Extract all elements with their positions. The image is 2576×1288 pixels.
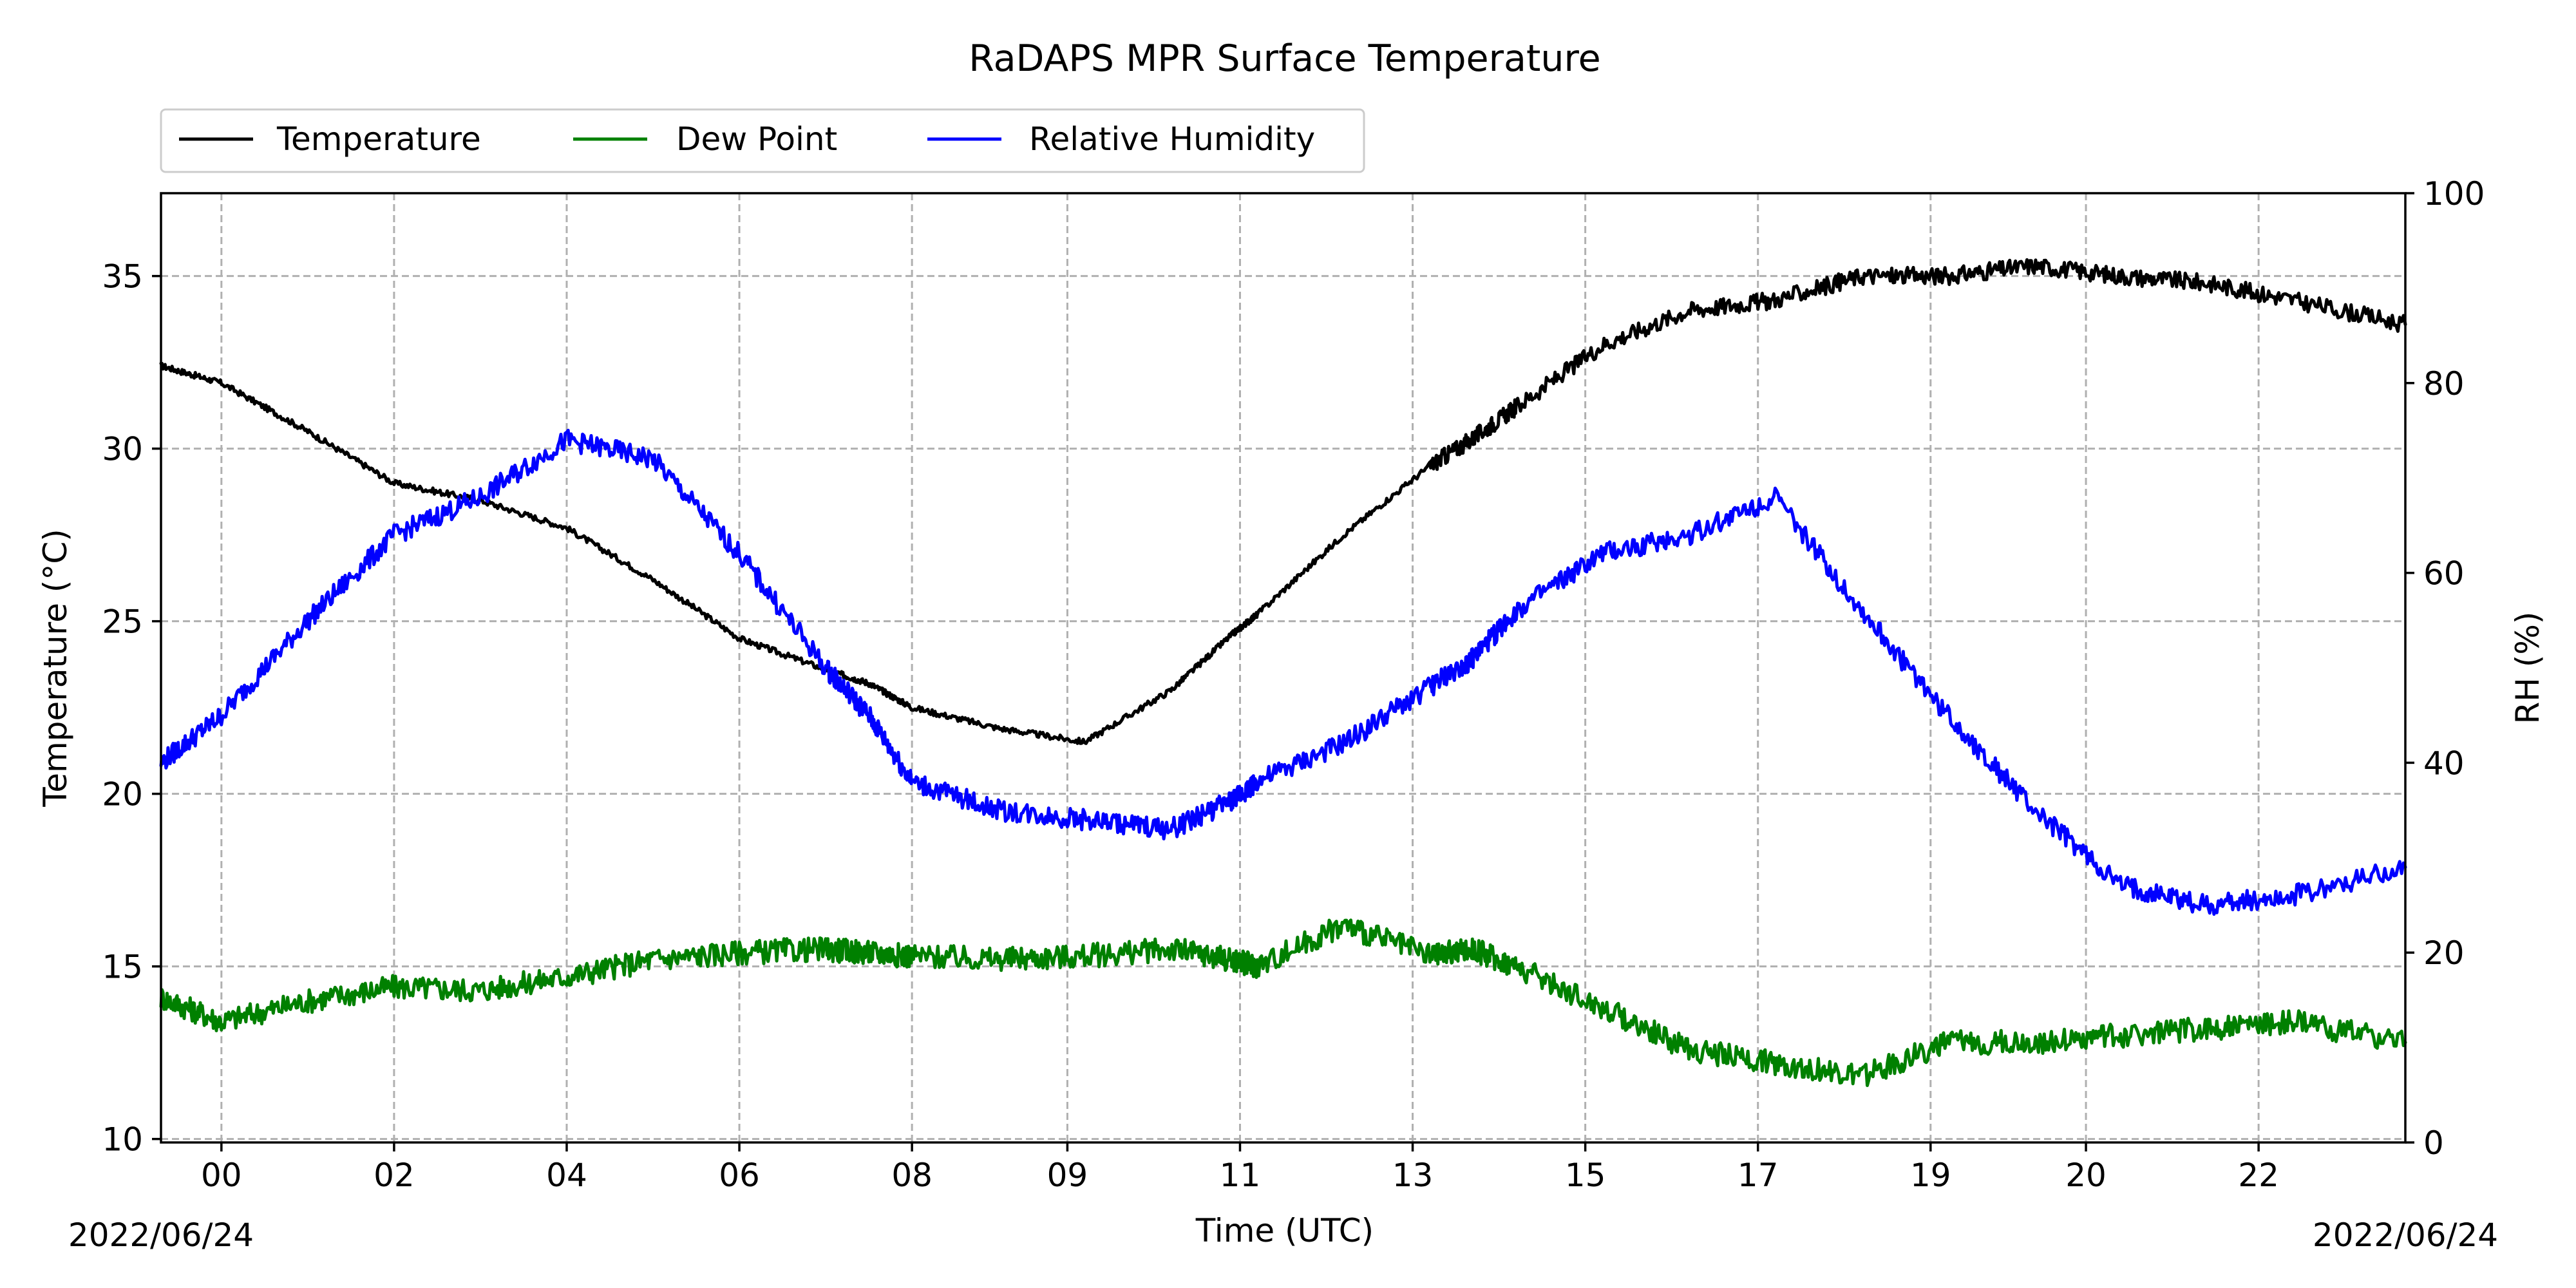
x-tick-label: 08 <box>891 1157 933 1194</box>
x-tick-label: 04 <box>546 1157 587 1194</box>
x-tick-label: 22 <box>2238 1157 2279 1194</box>
y-left-tick-label: 15 <box>102 949 143 986</box>
series-line-relative-humidity <box>159 428 2407 916</box>
date-label-right: 2022/06/24 <box>2313 1217 2498 1254</box>
x-tick-label: 11 <box>1220 1157 1261 1194</box>
y-right-tick-label: 20 <box>2423 934 2465 972</box>
y-left-tick-label: 20 <box>102 776 143 813</box>
y-axis-right-label: RH (%) <box>2509 612 2546 724</box>
y-right-tick-label: 60 <box>2423 555 2465 592</box>
x-tick-label: 19 <box>1910 1157 1951 1194</box>
x-tick-label: 13 <box>1392 1157 1434 1194</box>
x-tick-label: 06 <box>719 1157 760 1194</box>
legend-relative-humidity-label: Relative Humidity <box>1029 120 1315 158</box>
y-right-tick-label: 100 <box>2423 175 2485 213</box>
series-line-dew-point <box>159 918 2407 1087</box>
series-line-temperature <box>159 258 2407 745</box>
x-tick-label: 17 <box>1738 1157 1779 1194</box>
date-label-left: 2022/06/24 <box>68 1217 254 1254</box>
legend-box <box>160 108 1365 173</box>
chart-title: RaDAPS MPR Surface Temperature <box>969 37 1600 80</box>
legend: Temperature Dew Point Relative Humidity <box>160 108 1365 173</box>
y-right-tick-label: 40 <box>2423 744 2465 782</box>
x-tick-label: 15 <box>1565 1157 1606 1194</box>
y-left-tick-label: 25 <box>102 603 143 641</box>
y-left-tick-label: 35 <box>102 258 143 296</box>
axis-ticks: 00 02 04 06 08 09 11 13 15 17 19 20 22 10 15 20 25 30 35 0 2… <box>102 175 2485 1194</box>
series-lines <box>159 258 2407 1087</box>
x-tick-label: 09 <box>1047 1157 1088 1194</box>
y-axis-left-label: Temperature (°C) <box>37 529 74 808</box>
y-right-tick-label: 80 <box>2423 365 2465 402</box>
x-tick-label: 02 <box>374 1157 415 1194</box>
y-right-tick-label: 0 <box>2423 1124 2444 1162</box>
x-axis-label: Time (UTC) <box>1195 1212 1374 1249</box>
x-tick-label: 00 <box>201 1157 242 1194</box>
y-left-tick-label: 30 <box>102 431 143 468</box>
y-left-tick-label: 10 <box>102 1121 143 1159</box>
x-tick-label: 20 <box>2065 1157 2107 1194</box>
plot-frame <box>160 192 2407 1144</box>
legend-temperature-label: Temperature <box>276 120 481 158</box>
legend-dew-point-label: Dew Point <box>676 120 837 158</box>
